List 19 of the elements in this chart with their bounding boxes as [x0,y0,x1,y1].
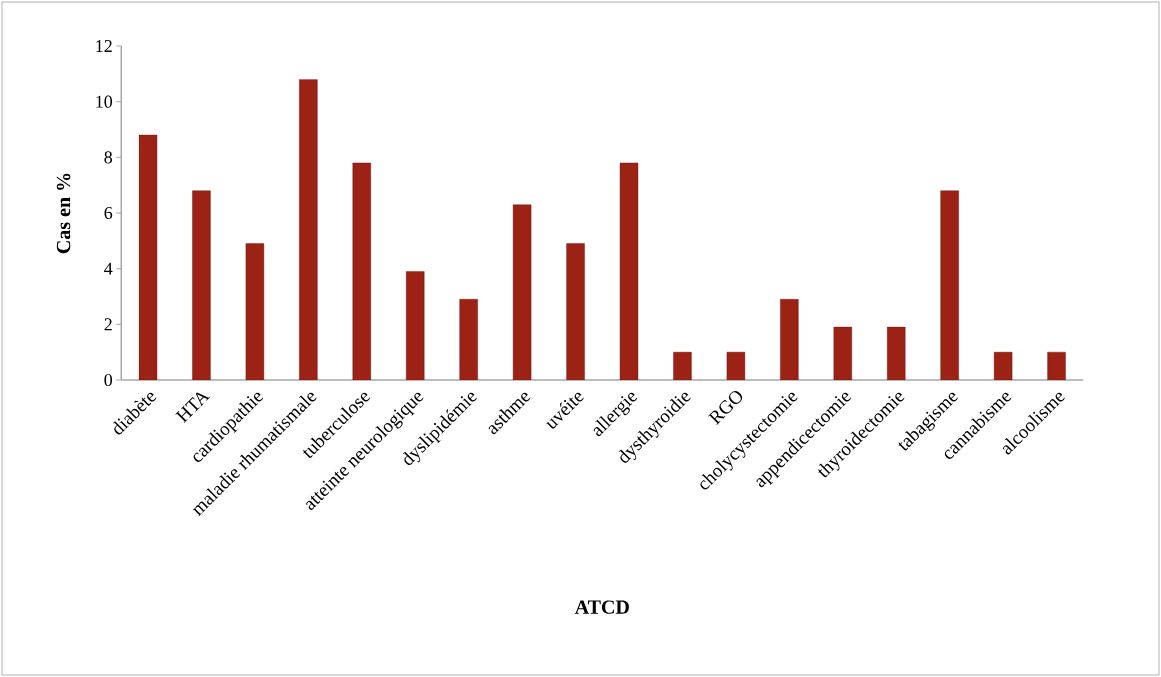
x-axis-title: ATCD [574,600,629,614]
y-tick-label: 4 [104,262,113,275]
bar [192,190,211,380]
bar [352,162,371,380]
y-tick-label: 0 [104,373,113,387]
y-tick-label: 10 [96,95,113,108]
bar [566,243,585,380]
y-tick-label: 6 [104,206,113,220]
y-tick-label: 2 [104,318,112,331]
bar [887,326,906,380]
y-tick-label: 12 [96,40,112,52]
bar [459,299,478,380]
bar [780,299,799,380]
y-axis-title: Cas en % [56,173,71,254]
bar [940,190,959,380]
bar [833,326,852,380]
bar [299,79,318,380]
bar [406,271,425,380]
y-tick-label: 8 [104,151,113,164]
